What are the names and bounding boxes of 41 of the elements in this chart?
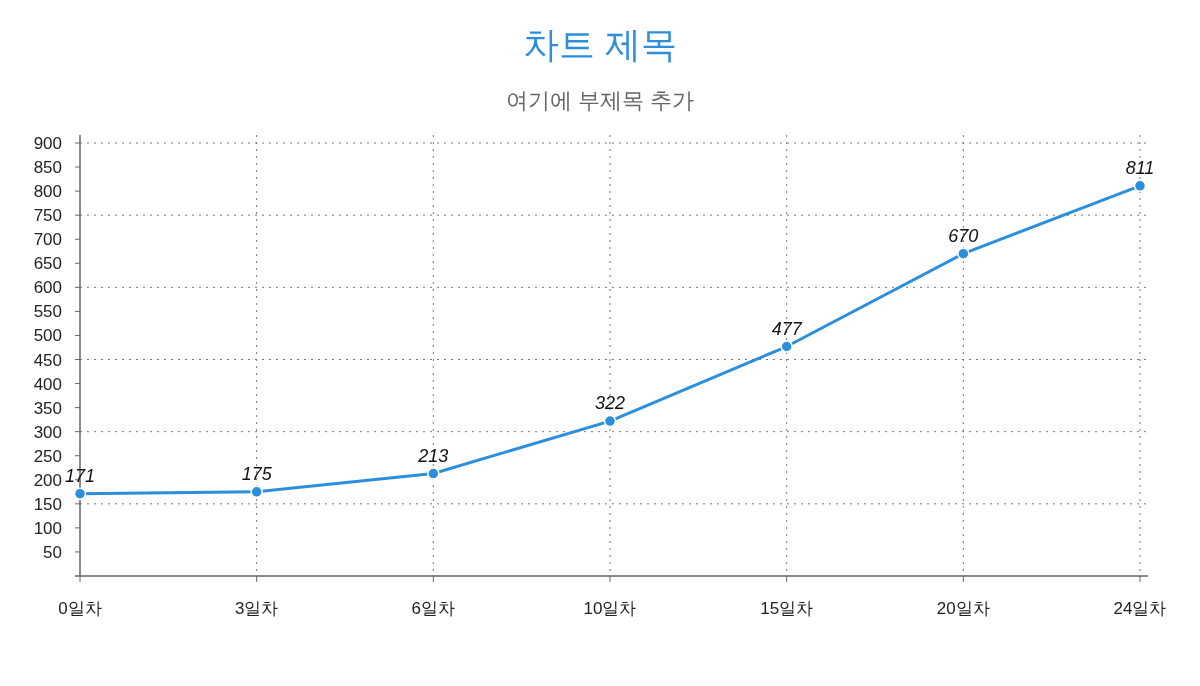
- x-tick-label: 3일차: [234, 599, 279, 618]
- y-tick-label: 50: [43, 542, 62, 562]
- y-tick-label: 700: [33, 230, 62, 250]
- x-tick-label: 20일차: [936, 599, 990, 618]
- data-label: 322: [594, 393, 626, 414]
- y-tick-label: 650: [33, 254, 62, 274]
- y-tick-label: 750: [33, 206, 62, 226]
- x-tick-label: 0일차: [58, 599, 102, 618]
- data-label: 670: [948, 225, 979, 246]
- y-tick-label: 550: [33, 302, 62, 322]
- data-label: 213: [417, 445, 449, 466]
- point: [957, 247, 970, 260]
- x-tick-label: 6일차: [411, 599, 456, 618]
- data-label: 477: [771, 318, 803, 339]
- y-tick-label: 250: [33, 446, 62, 466]
- y-tick-label: 150: [33, 494, 62, 514]
- chart-title: 차트 제목: [522, 24, 678, 65]
- y-tick-label: 500: [33, 326, 62, 346]
- point: [1133, 179, 1147, 193]
- x-tick-label: 10일차: [583, 599, 637, 618]
- chart-subtitle: 여기에 부제목 추가: [505, 88, 695, 113]
- point: [427, 467, 440, 480]
- data-label: 175: [241, 463, 273, 484]
- y-tick-label: 600: [33, 278, 62, 298]
- point: [780, 340, 793, 353]
- y-tick-label: 850: [33, 158, 62, 178]
- y-tick-label: 900: [33, 134, 62, 153]
- y-tick-label: 450: [33, 350, 62, 370]
- y-tick-label: 200: [33, 470, 62, 490]
- data-label: 171: [64, 465, 96, 486]
- point: [73, 487, 87, 500]
- x-tick-label: 24일차: [1113, 599, 1167, 618]
- y-tick-label: 300: [33, 422, 62, 442]
- point: [250, 485, 263, 499]
- x-tick-label: 15일차: [760, 599, 814, 618]
- y-tick-label: 100: [33, 518, 62, 538]
- y-tick-label: 350: [33, 398, 62, 418]
- data-label: 811: [1125, 157, 1155, 178]
- y-tick-label: 800: [33, 182, 62, 202]
- point: [603, 414, 617, 428]
- y-tick-label: 400: [33, 374, 62, 394]
